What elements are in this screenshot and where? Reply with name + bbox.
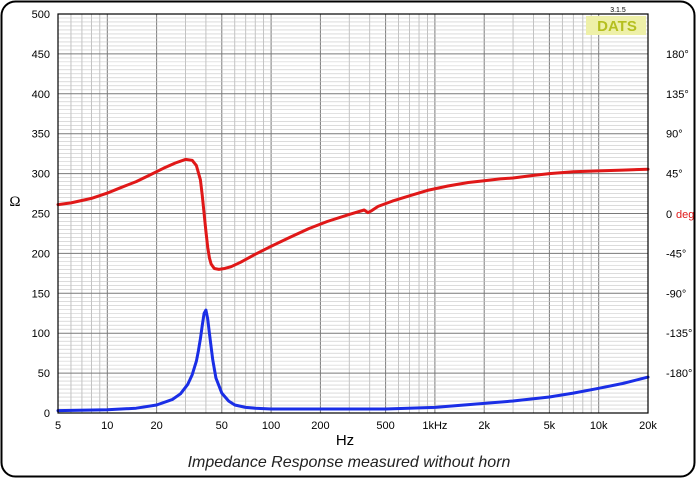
- dats-badge: DATS: [597, 18, 637, 35]
- y2-tick-label: 45°: [666, 169, 683, 181]
- x-axis-label: Hz: [336, 432, 354, 449]
- y2-tick-label: 180°: [666, 49, 689, 61]
- y-tick-label: 150: [32, 288, 50, 300]
- y-tick-label: 450: [32, 49, 50, 61]
- y-tick-label: 100: [32, 328, 50, 340]
- y2-axis-label: deg: [676, 209, 694, 221]
- y-tick-label: 50: [38, 368, 50, 380]
- x-tick-label: 20: [150, 420, 162, 432]
- y2-tick-label: 90°: [666, 129, 683, 141]
- grid: [57, 14, 649, 413]
- plot-border: [57, 13, 649, 414]
- y-tick-label: 250: [32, 209, 50, 221]
- y2-zero-label: 0: [666, 209, 672, 221]
- y-tick-label: 350: [32, 129, 50, 141]
- y2-tick-label: -135°: [666, 328, 692, 340]
- version-label: 3.1.5: [610, 7, 626, 14]
- y-tick-label: 400: [32, 89, 50, 101]
- x-tick-label: 10: [101, 420, 113, 432]
- y2-tick-label: -90°: [666, 288, 686, 300]
- x-tick-label: 50: [216, 420, 228, 432]
- y-tick-label: 300: [32, 169, 50, 181]
- y2-tick-label: 135°: [666, 89, 689, 101]
- y-tick-labels: 0 50 100 150 200 250 300 350 400 450 500: [32, 9, 50, 420]
- y-tick-label: 0: [44, 408, 50, 420]
- x-tick-label: 20k: [639, 420, 657, 432]
- x-tick-label: 100: [262, 420, 280, 432]
- y-tick-label: 200: [32, 248, 50, 260]
- y2-tick-label: -45°: [666, 248, 686, 260]
- x-tick-label: 1kHz: [422, 420, 447, 432]
- series-group: [56, 157, 650, 413]
- x-tick-label: 5: [55, 420, 61, 432]
- y2-tick-label: -180°: [666, 368, 692, 380]
- y-axis-label: Ω: [9, 194, 20, 210]
- dats-badge-bg: [586, 16, 646, 35]
- y-tick-label: 500: [32, 9, 50, 21]
- x-tick-label: 2k: [478, 420, 490, 432]
- x-tick-label: 5k: [544, 420, 556, 432]
- x-tick-label: 10k: [590, 420, 608, 432]
- y2-tick-labels: -180° -135° -90° -45° 45° 90° 135° 180°: [666, 49, 692, 380]
- phase-curve: [56, 157, 650, 271]
- x-tick-labels: 5 10 20 50 100 200 500 1kHz 2k 5k 10k 20k: [55, 420, 657, 432]
- x-tick-label: 500: [376, 420, 394, 432]
- impedance-curve: [56, 308, 650, 413]
- chart-caption: Impedance Response measured without horn: [188, 454, 511, 471]
- x-tick-label: 200: [311, 420, 329, 432]
